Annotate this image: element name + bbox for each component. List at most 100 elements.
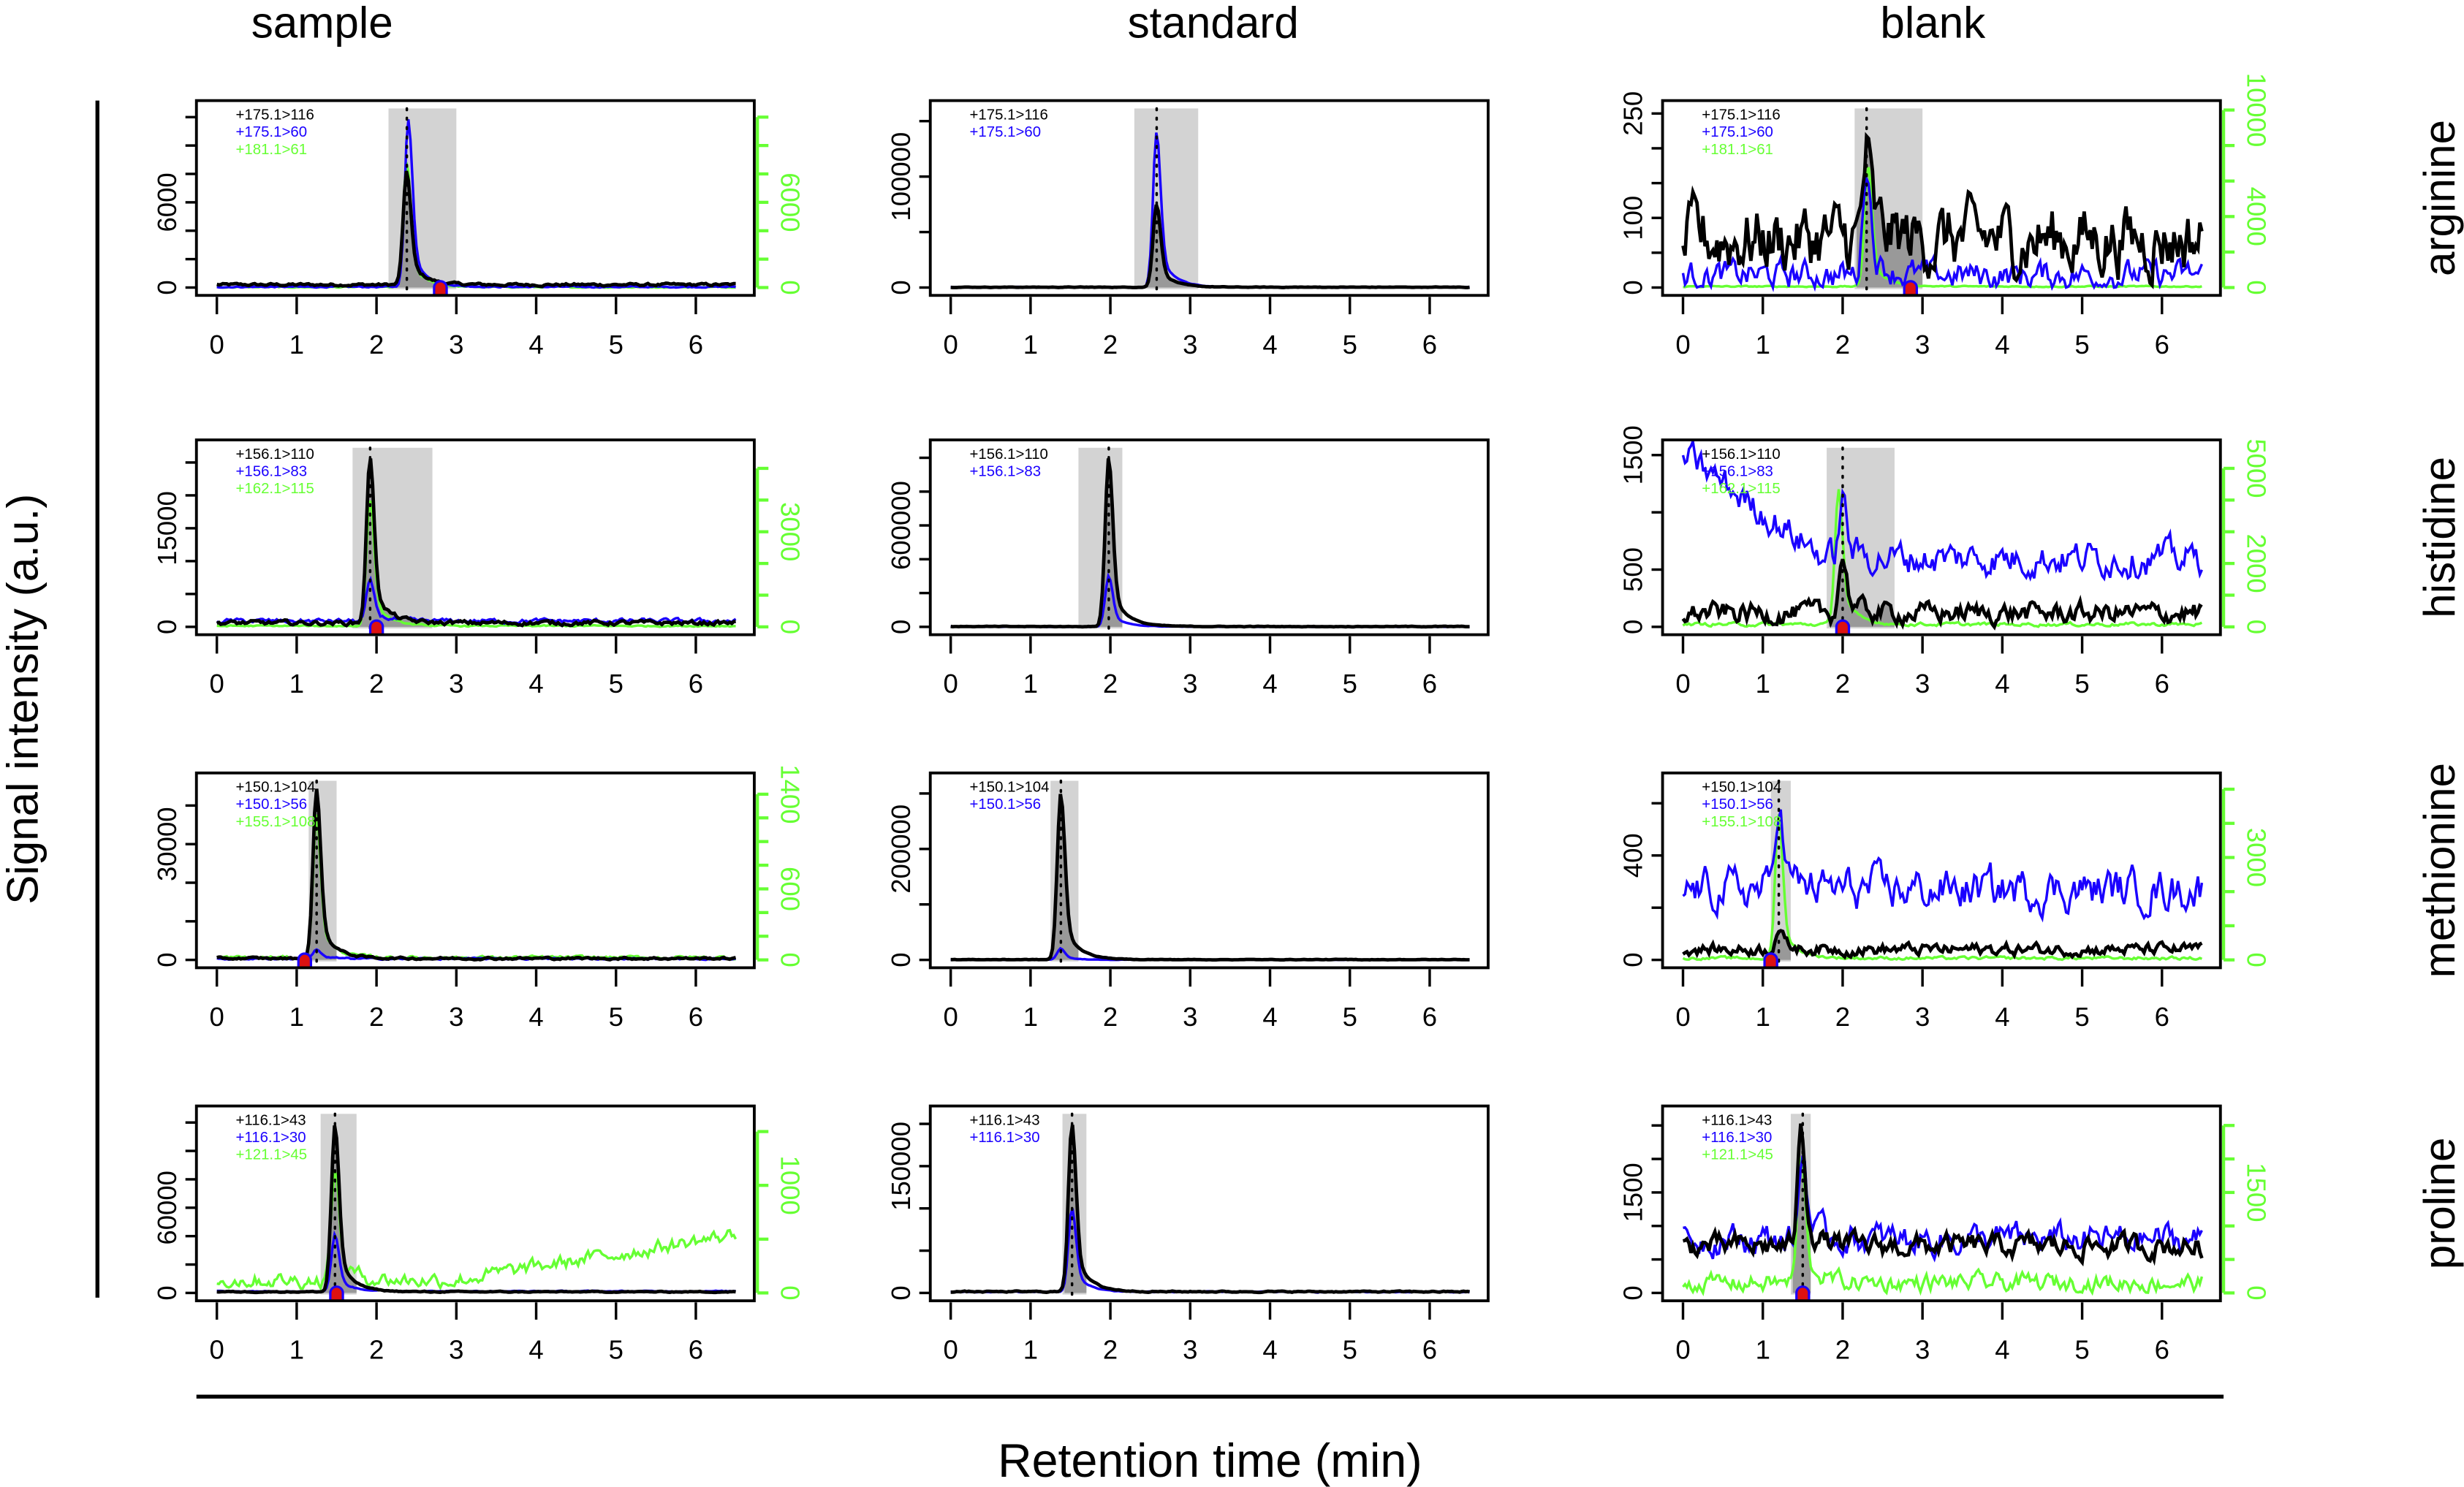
x-tick-label: 4 bbox=[1995, 669, 2009, 699]
trace--156-1-83 bbox=[216, 575, 737, 625]
panel-methionine-standard: +150.1>104+150.1>56 0 1 2 3 4 5 6 0 200000 bbox=[886, 771, 1490, 1032]
plot-frame bbox=[194, 1104, 756, 1303]
right-y-tick-label: 3000 bbox=[775, 502, 805, 561]
legend-entry: +116.1>43 bbox=[235, 1112, 306, 1128]
plot-frame bbox=[928, 99, 1490, 297]
x-tick-label: 3 bbox=[449, 1335, 463, 1365]
trace--155-1-108 bbox=[1682, 814, 2203, 962]
x-tick-label: 6 bbox=[689, 330, 703, 360]
panel-histidine-blank: +156.1>110+156.1>83 +162.1>115 0 1 2 3 4 5 6 0 500… bbox=[1618, 425, 2272, 699]
x-tick-label: 2 bbox=[369, 1335, 384, 1365]
legend-entry: +156.1>83 bbox=[235, 463, 307, 479]
y-tick-label: 200000 bbox=[886, 805, 916, 894]
plot-frame bbox=[194, 438, 756, 636]
x-tick-label: 4 bbox=[1995, 1335, 2009, 1365]
legend-entry: +156.1>110 bbox=[235, 446, 314, 463]
panel-arginine-standard: +175.1>116+175.1>60 0 1 2 3 4 5 6 0 100000 bbox=[886, 99, 1490, 360]
legend-entry: +150.1>56 bbox=[235, 796, 307, 813]
trace--162-1-115 bbox=[216, 500, 736, 628]
expected-rt-marker bbox=[297, 952, 313, 970]
right-y-tick-label: 0 bbox=[2241, 280, 2271, 294]
x-tick-label: 2 bbox=[1103, 1002, 1118, 1032]
trace--116-1-30 bbox=[950, 1208, 1470, 1294]
x-tick-label: 0 bbox=[944, 1335, 958, 1365]
x-tick-label: 0 bbox=[944, 1002, 958, 1032]
legend-entry: +116.1>43 bbox=[1702, 1112, 1772, 1128]
y-tick-label: 0 bbox=[886, 952, 916, 967]
x-tick-label: 1 bbox=[1756, 1335, 1770, 1365]
trace--155-1-108 bbox=[216, 814, 736, 961]
y-tick-label: 250 bbox=[1618, 91, 1648, 136]
x-tick-label: 5 bbox=[609, 1335, 623, 1365]
y-tick-label: 150000 bbox=[886, 1122, 916, 1211]
panel-histidine-standard: +156.1>110+156.1>83 0 1 2 3 4 5 6 0 600000 bbox=[886, 438, 1490, 699]
panel-arginine-sample: +175.1>116+175.1>60 +181.1>61 0 1 2 3 4 5 6 0 6000… bbox=[152, 99, 805, 360]
legend-entry: +156.1>110 bbox=[1702, 446, 1780, 463]
y-tick-label: 400 bbox=[1618, 833, 1648, 878]
expected-rt-marker bbox=[1795, 1285, 1811, 1302]
legend-entry: +156.1>110 bbox=[969, 446, 1047, 463]
trace--116-1-43 bbox=[950, 1125, 1471, 1295]
trace--116-1-43 bbox=[216, 1125, 736, 1295]
x-tick-label: 2 bbox=[369, 1002, 384, 1032]
x-tick-label: 3 bbox=[449, 1002, 463, 1032]
x-tick-label: 6 bbox=[1422, 330, 1437, 360]
x-axis-label: Retention time (min) bbox=[998, 1434, 1422, 1487]
y-tick-label: 100000 bbox=[886, 132, 916, 221]
y-tick-label: 0 bbox=[886, 1285, 916, 1300]
integrated-area bbox=[355, 458, 433, 627]
x-tick-label: 1 bbox=[1023, 669, 1038, 699]
right-y-tick-label: 1500 bbox=[2241, 1163, 2271, 1222]
legend-entry: +116.1>30 bbox=[969, 1130, 1039, 1146]
legend-entry: +150.1>104 bbox=[1702, 780, 1781, 796]
plot-frame bbox=[1661, 438, 2222, 636]
legend-entry: +181.1>61 bbox=[1702, 142, 1773, 158]
trace--175-1-60 bbox=[216, 119, 736, 289]
y-tick-label: 0 bbox=[886, 280, 916, 294]
legend-entry: +175.1>60 bbox=[1702, 124, 1773, 140]
right-y-tick-label: 0 bbox=[775, 1285, 805, 1300]
x-tick-label: 0 bbox=[944, 669, 958, 699]
x-tick-label: 4 bbox=[1262, 330, 1277, 360]
legend-entry: +116.1>30 bbox=[1702, 1130, 1772, 1146]
x-tick-label: 0 bbox=[944, 330, 958, 360]
x-tick-label: 0 bbox=[1675, 1335, 1690, 1365]
x-tick-label: 6 bbox=[1422, 1335, 1437, 1365]
x-tick-label: 2 bbox=[1103, 330, 1118, 360]
x-tick-label: 4 bbox=[1262, 669, 1277, 699]
y-tick-label: 0 bbox=[1618, 1285, 1648, 1300]
x-tick-label: 4 bbox=[528, 1335, 543, 1365]
legend-entry: +121.1>45 bbox=[235, 1147, 307, 1163]
right-y-tick-label: 0 bbox=[775, 620, 805, 634]
x-tick-label: 5 bbox=[2074, 330, 2089, 360]
legend-entry: +175.1>60 bbox=[235, 124, 307, 140]
x-tick-label: 1 bbox=[1756, 330, 1770, 360]
legend-entry: +150.1>104 bbox=[235, 780, 315, 796]
x-tick-label: 5 bbox=[1343, 1002, 1357, 1032]
x-tick-label: 2 bbox=[369, 669, 384, 699]
x-tick-label: 2 bbox=[1103, 669, 1118, 699]
x-tick-label: 3 bbox=[1915, 1002, 1930, 1032]
x-tick-label: 3 bbox=[1183, 1335, 1197, 1365]
legend-entry: +175.1>116 bbox=[969, 107, 1047, 123]
trace--181-1-61 bbox=[216, 161, 736, 289]
x-tick-label: 3 bbox=[1915, 669, 1930, 699]
x-tick-label: 0 bbox=[210, 1002, 224, 1032]
trace--156-1-110 bbox=[950, 458, 1470, 629]
trace--121-1-45 bbox=[1682, 1157, 2204, 1297]
x-tick-label: 5 bbox=[2074, 1335, 2089, 1365]
plot-frame bbox=[1661, 1104, 2222, 1303]
row-title-methionine: methionine bbox=[2415, 763, 2464, 978]
expected-rt-marker bbox=[329, 1285, 344, 1302]
y-tick-label: 0 bbox=[886, 620, 916, 634]
trace--156-1-83 bbox=[1681, 440, 2203, 582]
x-tick-label: 0 bbox=[1675, 669, 1690, 699]
expected-rt-marker bbox=[1763, 952, 1778, 970]
legend-entry: +162.1>115 bbox=[1702, 481, 1780, 497]
x-tick-label: 5 bbox=[2074, 1002, 2089, 1032]
x-tick-label: 4 bbox=[1995, 1002, 2009, 1032]
x-tick-label: 3 bbox=[1915, 1335, 1930, 1365]
row-title-histidine: histidine bbox=[2415, 457, 2464, 618]
x-tick-label: 3 bbox=[1915, 330, 1930, 360]
